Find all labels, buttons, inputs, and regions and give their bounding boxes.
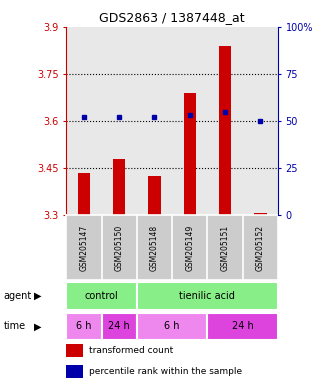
Text: tienilic acid: tienilic acid (179, 291, 235, 301)
Bar (137, 282, 278, 310)
Text: ▶: ▶ (34, 321, 42, 331)
Bar (208, 313, 278, 340)
Bar (66, 365, 83, 378)
Bar (184, 93, 196, 215)
Bar (66, 282, 137, 310)
Text: agent: agent (3, 291, 31, 301)
Text: GSM205149: GSM205149 (185, 225, 194, 271)
Text: GSM205152: GSM205152 (256, 225, 265, 271)
Text: 24 h: 24 h (232, 321, 254, 331)
Text: percentile rank within the sample: percentile rank within the sample (89, 367, 243, 376)
Text: 6 h: 6 h (76, 321, 92, 331)
Bar (102, 313, 137, 340)
Text: 6 h: 6 h (165, 321, 180, 331)
Bar (148, 176, 161, 215)
Bar (219, 46, 231, 215)
Bar (254, 214, 266, 215)
Text: ▶: ▶ (34, 291, 42, 301)
Text: GSM205151: GSM205151 (220, 225, 230, 271)
Title: GDS2863 / 1387448_at: GDS2863 / 1387448_at (99, 11, 245, 24)
Text: transformed count: transformed count (89, 346, 174, 355)
Text: GSM205148: GSM205148 (150, 225, 159, 271)
Bar (66, 344, 83, 357)
Text: control: control (85, 291, 118, 301)
Text: time: time (3, 321, 25, 331)
Text: GSM205147: GSM205147 (79, 225, 88, 271)
Text: 24 h: 24 h (108, 321, 130, 331)
Bar (66, 313, 102, 340)
Text: GSM205150: GSM205150 (115, 225, 124, 271)
Bar (78, 173, 90, 215)
Bar (113, 159, 125, 215)
Bar (137, 313, 208, 340)
